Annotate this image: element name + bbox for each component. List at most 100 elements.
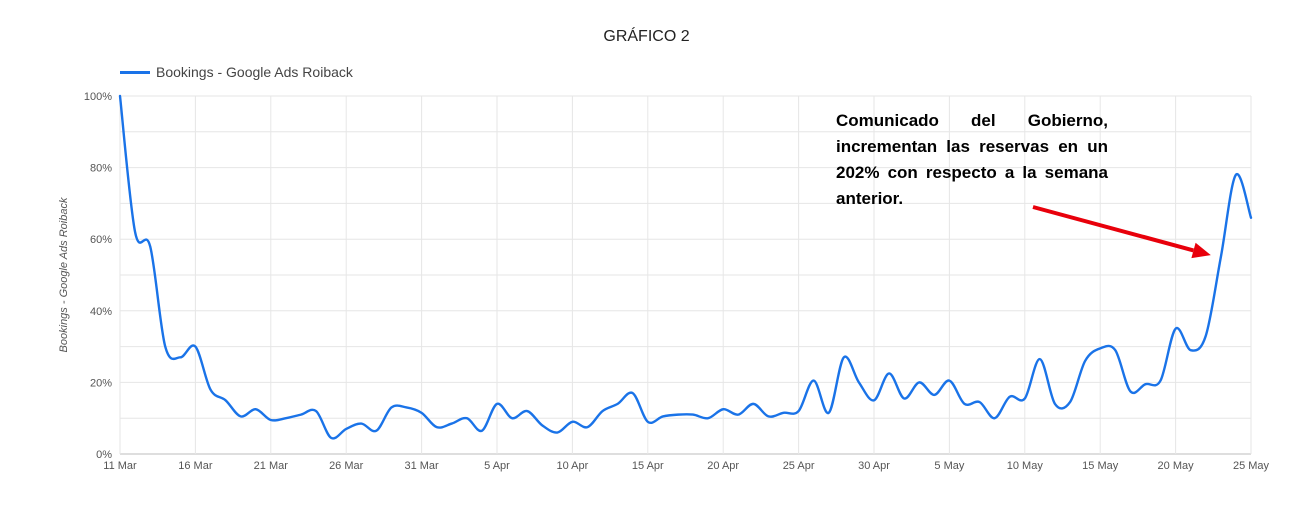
y-tick-label: 60% — [90, 234, 112, 246]
y-axis-ticks: 0% 20% 40% 60% 80% 100% — [84, 91, 112, 461]
data-point — [313, 408, 319, 414]
data-point — [931, 392, 937, 398]
data-point — [1052, 401, 1058, 407]
data-point — [1233, 172, 1239, 178]
data-point — [811, 378, 817, 384]
data-point — [1037, 356, 1043, 362]
data-point — [464, 415, 470, 421]
data-point — [1203, 333, 1209, 339]
x-tick-label: 11 Mar — [103, 460, 137, 472]
grid-lines — [119, 95, 1252, 455]
data-point — [901, 396, 907, 402]
data-point — [569, 419, 575, 425]
data-point — [343, 426, 349, 432]
x-tick-label: 10 Apr — [556, 460, 588, 472]
data-point — [192, 344, 198, 350]
data-point — [765, 413, 771, 419]
legend-swatch — [120, 70, 150, 74]
data-point — [1248, 215, 1254, 221]
data-point — [147, 243, 153, 249]
data-point — [720, 406, 726, 412]
data-point — [283, 415, 289, 421]
arrow-head — [1191, 242, 1211, 259]
y-tick-label: 40% — [90, 306, 112, 318]
data-point — [735, 412, 741, 418]
x-tick-label: 25 Apr — [783, 460, 815, 472]
y-tick-label: 80% — [90, 163, 112, 175]
data-point — [1067, 399, 1073, 405]
data-point — [781, 410, 787, 416]
data-point — [388, 404, 394, 410]
data-point — [1188, 347, 1194, 353]
x-tick-label: 20 Apr — [707, 460, 739, 472]
data-point — [238, 413, 244, 419]
data-point — [207, 387, 213, 393]
x-tick-label: 15 May — [1082, 460, 1119, 472]
x-axis-ticks: 11 Mar 16 Mar 21 Mar 26 Mar 31 Mar 5 Apr 10 Ap… — [103, 460, 1269, 472]
data-point — [1173, 326, 1179, 332]
data-point — [328, 435, 334, 441]
data-point — [841, 354, 847, 360]
annotation-text: Comunicado del Gobierno, incrementan las… — [836, 111, 1108, 208]
data-point — [916, 379, 922, 385]
data-point — [509, 415, 515, 421]
x-tick-label: 21 Mar — [254, 460, 289, 472]
data-point — [645, 419, 651, 425]
x-tick-label: 31 Mar — [404, 460, 439, 472]
data-point — [298, 412, 304, 418]
x-tick-label: 10 May — [1007, 460, 1044, 472]
legend[interactable]: Bookings - Google Ads Roiback — [120, 64, 353, 80]
y-tick-label: 100% — [84, 91, 112, 103]
data-point — [253, 406, 259, 412]
data-point — [1142, 381, 1148, 387]
data-point — [419, 410, 425, 416]
y-tick-label: 0% — [96, 449, 112, 461]
data-point — [946, 378, 952, 384]
x-tick-label: 30 Apr — [858, 460, 890, 472]
annotation-arrow — [1032, 205, 1211, 259]
data-point — [177, 354, 183, 360]
data-point — [434, 424, 440, 430]
data-point — [494, 401, 500, 407]
x-tick-label: 16 Mar — [178, 460, 213, 472]
data-point — [539, 422, 545, 428]
data-point — [162, 344, 168, 350]
data-point — [132, 229, 138, 235]
x-tick-label: 5 May — [934, 460, 964, 472]
data-point — [615, 401, 621, 407]
x-tick-label: 15 Apr — [632, 460, 664, 472]
data-point — [992, 415, 998, 421]
data-point — [358, 421, 364, 427]
data-point — [479, 428, 485, 434]
arrow-shaft — [1032, 205, 1194, 253]
data-point — [871, 397, 877, 403]
data-point — [690, 412, 696, 418]
series-line-bookings[interactable] — [118, 94, 1253, 440]
legend-label: Bookings - Google Ads Roiback — [156, 64, 353, 80]
data-point — [524, 408, 530, 414]
data-point — [1112, 347, 1118, 353]
data-point — [856, 379, 862, 385]
x-tick-label: 5 Apr — [484, 460, 510, 472]
x-tick-label: 20 May — [1158, 460, 1195, 472]
data-point — [1158, 378, 1164, 384]
data-point — [1022, 396, 1028, 402]
data-point — [404, 404, 410, 410]
data-point — [449, 421, 455, 427]
y-axis-title: Bookings - Google Ads Roiback — [58, 197, 70, 352]
chart-title: GRÁFICO 2 — [603, 28, 690, 45]
data-point — [600, 408, 606, 414]
data-point — [750, 401, 756, 407]
data-point — [373, 428, 379, 434]
data-point — [1097, 345, 1103, 351]
data-point — [1218, 254, 1224, 260]
data-point — [630, 390, 636, 396]
data-point — [1082, 358, 1088, 364]
data-point — [554, 430, 560, 436]
data-point — [886, 370, 892, 376]
x-tick-label: 25 May — [1233, 460, 1270, 472]
data-point — [977, 399, 983, 405]
data-point — [660, 413, 666, 419]
data-point — [223, 397, 229, 403]
